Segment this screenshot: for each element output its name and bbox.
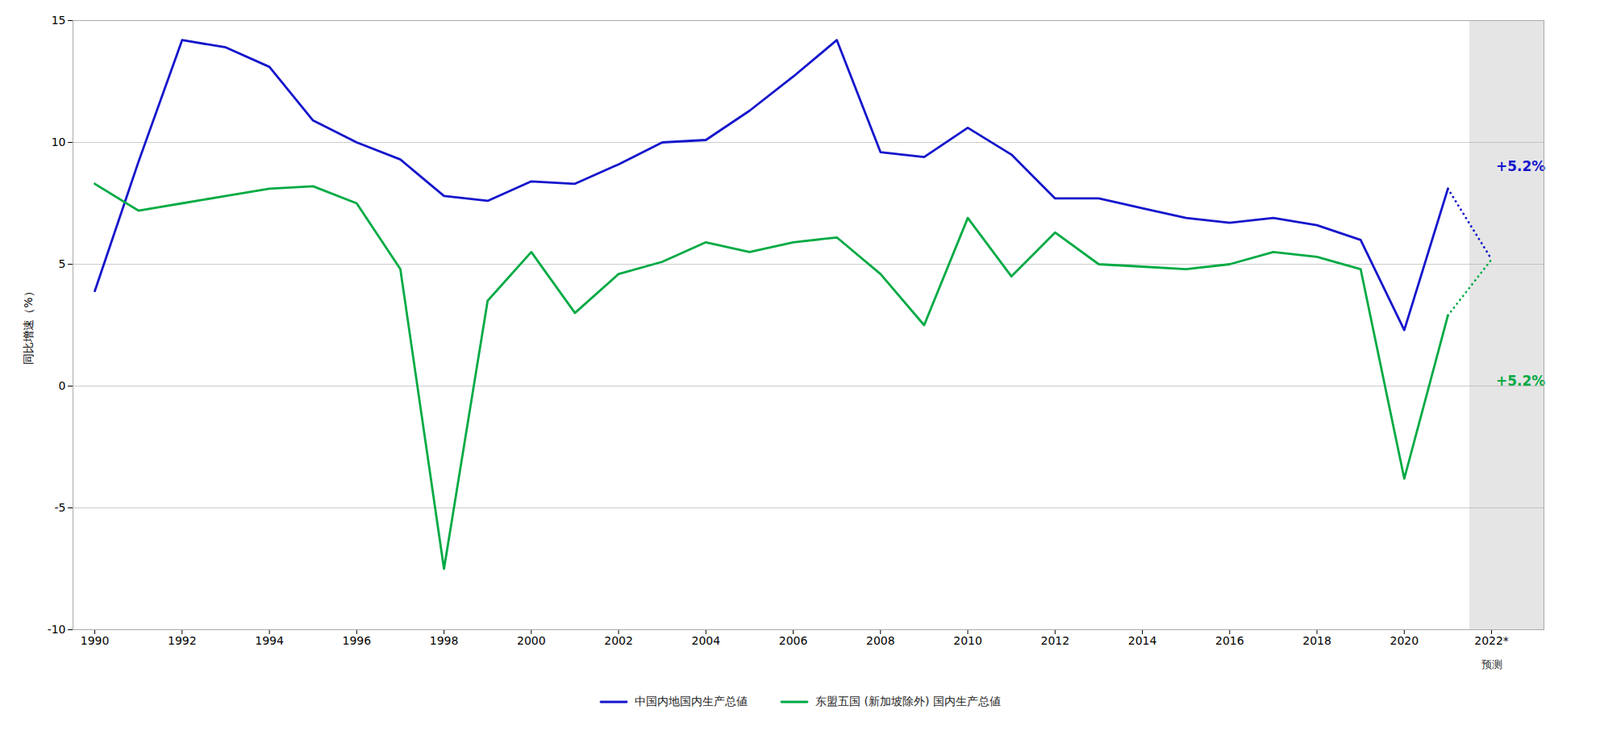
- svg-text:1992: 1992: [167, 633, 197, 647]
- svg-text:10: 10: [51, 135, 67, 149]
- svg-text:2006: 2006: [779, 633, 809, 647]
- svg-text:1990: 1990: [80, 633, 110, 647]
- svg-text:0: 0: [58, 379, 67, 392]
- svg-text:-5: -5: [54, 500, 67, 514]
- svg-text:5: 5: [58, 257, 67, 271]
- svg-text:同比增速（%）: 同比增速（%）: [21, 285, 35, 364]
- svg-text:-10: -10: [47, 622, 67, 636]
- svg-text:+5.2%: +5.2%: [1495, 158, 1546, 175]
- svg-text:预测: 预测: [1481, 658, 1503, 671]
- svg-text:2018: 2018: [1302, 633, 1332, 647]
- svg-text:2010: 2010: [953, 633, 983, 647]
- html-text:中国内地国内生产总値: 中国内地国内生产总値: [634, 694, 748, 708]
- svg-text:2008: 2008: [866, 633, 896, 647]
- svg-text:2002: 2002: [604, 633, 634, 647]
- svg-text:2000: 2000: [516, 633, 546, 647]
- svg-text:2004: 2004: [691, 633, 721, 647]
- svg-text:15: 15: [51, 13, 67, 27]
- html-text:东盟五国 (新加坡除外) 国内生产总値: 东盟五国 (新加坡除外) 国内生产总値: [815, 694, 1001, 708]
- svg-text:2020: 2020: [1389, 633, 1419, 647]
- svg-text:2016: 2016: [1215, 633, 1245, 647]
- svg-text:1996: 1996: [341, 633, 371, 647]
- svg-text:1994: 1994: [254, 633, 284, 647]
- svg-text:2014: 2014: [1128, 633, 1158, 647]
- svg-text:+5.2%: +5.2%: [1495, 372, 1546, 389]
- svg-text:2022*: 2022*: [1474, 633, 1509, 647]
- svg-text:2012: 2012: [1040, 633, 1070, 647]
- svg-text:1998: 1998: [429, 633, 459, 647]
